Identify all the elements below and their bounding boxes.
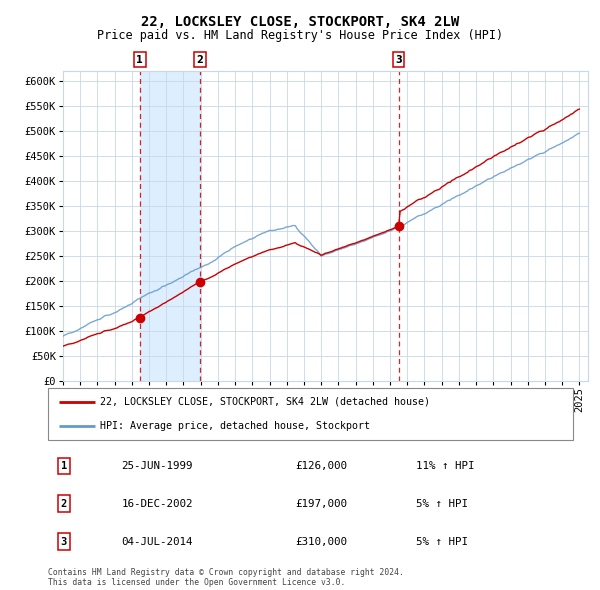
Text: 3: 3 — [395, 55, 402, 65]
Text: 2: 2 — [61, 499, 67, 509]
Bar — [140, 71, 200, 381]
Text: 11% ↑ HPI: 11% ↑ HPI — [415, 461, 474, 471]
Text: HPI: Average price, detached house, Stockport: HPI: Average price, detached house, Stoc… — [101, 421, 371, 431]
Text: £126,000: £126,000 — [295, 461, 347, 471]
Text: 25-JUN-1999: 25-JUN-1999 — [121, 461, 193, 471]
Text: This data is licensed under the Open Government Licence v3.0.: This data is licensed under the Open Gov… — [48, 578, 346, 587]
Text: 5% ↑ HPI: 5% ↑ HPI — [415, 536, 467, 546]
Text: £197,000: £197,000 — [295, 499, 347, 509]
Text: 04-JUL-2014: 04-JUL-2014 — [121, 536, 193, 546]
Text: 22, LOCKSLEY CLOSE, STOCKPORT, SK4 2LW (detached house): 22, LOCKSLEY CLOSE, STOCKPORT, SK4 2LW (… — [101, 396, 431, 407]
Text: 16-DEC-2002: 16-DEC-2002 — [121, 499, 193, 509]
Text: £310,000: £310,000 — [295, 536, 347, 546]
Text: Price paid vs. HM Land Registry's House Price Index (HPI): Price paid vs. HM Land Registry's House … — [97, 30, 503, 42]
Text: 3: 3 — [61, 536, 67, 546]
Text: 5% ↑ HPI: 5% ↑ HPI — [415, 499, 467, 509]
Text: 22, LOCKSLEY CLOSE, STOCKPORT, SK4 2LW: 22, LOCKSLEY CLOSE, STOCKPORT, SK4 2LW — [141, 15, 459, 29]
Text: 2: 2 — [197, 55, 203, 65]
Text: 1: 1 — [61, 461, 67, 471]
Text: 1: 1 — [136, 55, 143, 65]
FancyBboxPatch shape — [48, 388, 573, 440]
Text: Contains HM Land Registry data © Crown copyright and database right 2024.: Contains HM Land Registry data © Crown c… — [48, 568, 404, 576]
